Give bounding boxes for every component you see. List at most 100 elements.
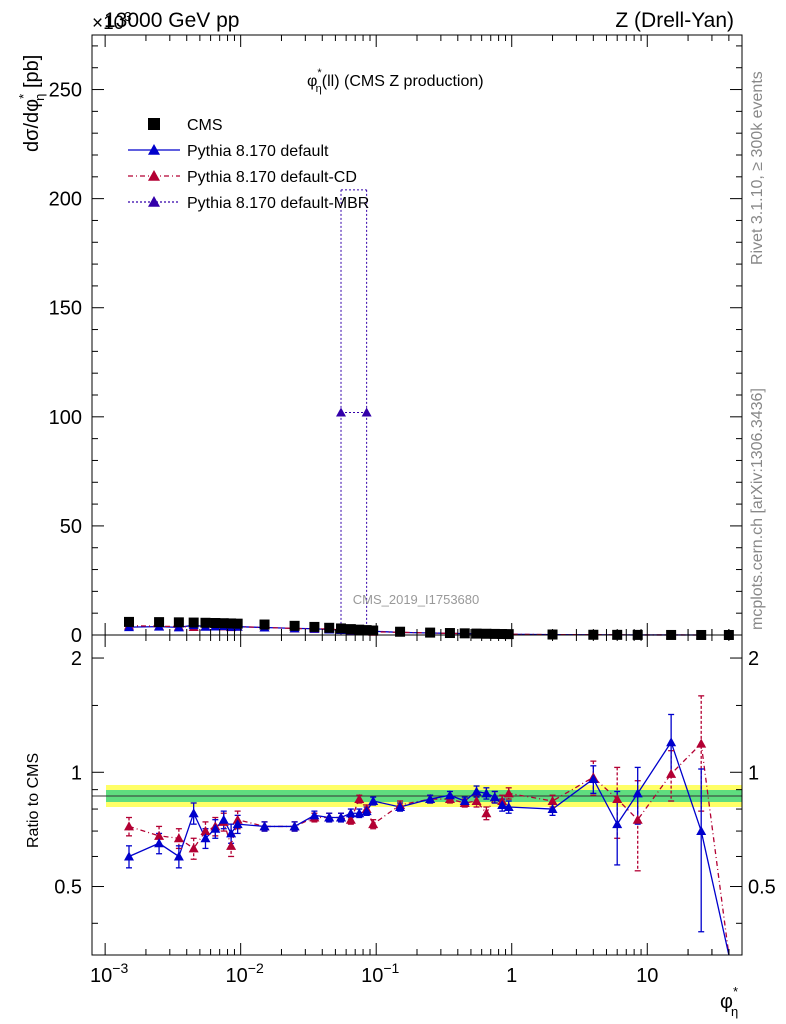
ratio-y-tick-label: 2: [71, 648, 82, 670]
ratio-default-point: [497, 799, 508, 809]
series-cms-point: [188, 617, 199, 628]
ratio-default-point: [124, 851, 135, 861]
legend-marker: [148, 170, 160, 181]
series-cms-point: [361, 625, 372, 636]
series-cms-point: [368, 625, 379, 636]
ratio-default-point: [259, 821, 270, 831]
ratio-default-point: [471, 786, 482, 796]
ratio-cd-point: [632, 814, 643, 824]
ratio-cd-point: [666, 768, 677, 778]
main-y-tick-label: 250: [49, 80, 82, 102]
ratio-default-point: [666, 737, 677, 747]
ratio-default-point: [612, 819, 623, 829]
main-y-tick-label: 150: [49, 298, 82, 320]
energy-label: 13000 GeV pp: [104, 9, 239, 32]
ratio-default-point: [200, 833, 211, 843]
series-cms-point: [459, 628, 470, 639]
legend: CMS Pythia 8.170 default Pythia 8.170 defa…: [128, 117, 369, 212]
ratio-data: [124, 695, 730, 956]
ratio-cd-point: [696, 738, 707, 748]
main-y-tick-label: 0: [71, 625, 82, 647]
series-cms-point: [503, 629, 514, 640]
ratio-cd-point: [368, 819, 379, 829]
series-cms-point: [200, 617, 211, 628]
ratio-default-point: [547, 804, 558, 814]
series-cms-point: [444, 628, 455, 639]
x-tick-label: 10−2: [226, 960, 264, 987]
ratio-y-tick-label: 1: [71, 762, 82, 784]
exponent-label: ×103: [92, 9, 131, 34]
ratio-default-point: [324, 812, 335, 822]
legend-marker: [148, 118, 160, 130]
series-cms-point: [481, 628, 492, 639]
ratio-default-point: [481, 788, 492, 798]
legend-label: CMS: [187, 117, 223, 134]
ratio-default-point: [503, 802, 514, 812]
x-tick-label: 1: [506, 965, 517, 987]
series-cms-point: [336, 623, 347, 634]
ratio-cd-point: [547, 796, 558, 806]
chart-title: φ* η(ll) (CMS Z production): [307, 67, 484, 95]
process-label: Z (Drell-Yan): [615, 9, 734, 32]
ratio-default-point: [173, 851, 184, 861]
ratio-cd-point: [612, 794, 623, 804]
ratio-y-label: Ratio to CMS: [25, 753, 42, 848]
series-cms-point: [309, 621, 320, 632]
ratio-default-point: [154, 838, 165, 848]
ratio-default-point: [696, 826, 707, 836]
ratio-default-point: [459, 796, 470, 806]
ratio-default-point: [232, 819, 243, 829]
main-data: [124, 189, 734, 640]
main-y-tick-label: 50: [60, 516, 82, 538]
ratio-default-point: [632, 788, 643, 798]
ratio-default-point: [368, 796, 379, 806]
main-y-tick-label: 100: [49, 407, 82, 429]
legend-label: Pythia 8.170 default: [187, 143, 329, 160]
series-cms-point: [173, 617, 184, 628]
series-cd-line: [128, 624, 702, 636]
series-cms-point: [497, 629, 508, 640]
series-cms-point: [226, 618, 237, 629]
ratio-cd-point: [354, 794, 365, 804]
ratio-y-tick-label-right: 1: [748, 762, 759, 784]
series-cms-point: [259, 619, 270, 630]
ratio-default-point: [361, 806, 372, 816]
ratio-default-point: [289, 821, 300, 831]
ratio-y-tick-label-right: 0.5: [748, 877, 776, 899]
ratio-cd-point: [173, 833, 184, 843]
series-cms-point: [124, 616, 135, 627]
series-cms-point: [154, 617, 165, 628]
series-cms-point: [289, 620, 300, 631]
ratio-default-line: [128, 740, 730, 956]
series-mbr-point: [336, 407, 347, 417]
series-cms-point: [218, 618, 229, 629]
ratio-default-point: [395, 802, 406, 812]
ratio-default-point: [226, 828, 237, 838]
series-cms-point: [471, 628, 482, 639]
ratio-default-point: [489, 792, 500, 802]
ratio-cd-point: [124, 821, 135, 831]
ratio-default-point: [210, 823, 221, 833]
ratio-default-point: [188, 808, 199, 818]
series-cms-point: [324, 622, 335, 633]
ratio-cd-point: [471, 796, 482, 806]
ratio-default-point: [345, 808, 356, 818]
series-cms-point: [232, 618, 243, 629]
ratio-cd-point: [226, 840, 237, 850]
series-cms-point: [345, 624, 356, 635]
x-tick-label: 10−3: [90, 960, 128, 987]
x-tick-label: 10: [636, 965, 658, 987]
y-axis-label: dσ/dφ*η [pb]: [16, 55, 47, 152]
ratio-y-tick-label: 0.5: [54, 877, 82, 899]
x-axis: 10−3 10−2 10−1 1 10: [90, 35, 743, 987]
series-cms-point: [395, 626, 406, 637]
series-cms-point: [425, 627, 436, 638]
ratio-cd-point: [503, 788, 514, 798]
series-cms-point: [210, 618, 221, 628]
ratio-default-point: [218, 814, 229, 824]
series-cms-point: [489, 628, 500, 639]
ratio-default-point: [444, 790, 455, 800]
main-y-tick-label: 200: [49, 189, 82, 211]
ratio-default-point: [336, 812, 347, 822]
ratio-cd-point: [188, 843, 199, 853]
